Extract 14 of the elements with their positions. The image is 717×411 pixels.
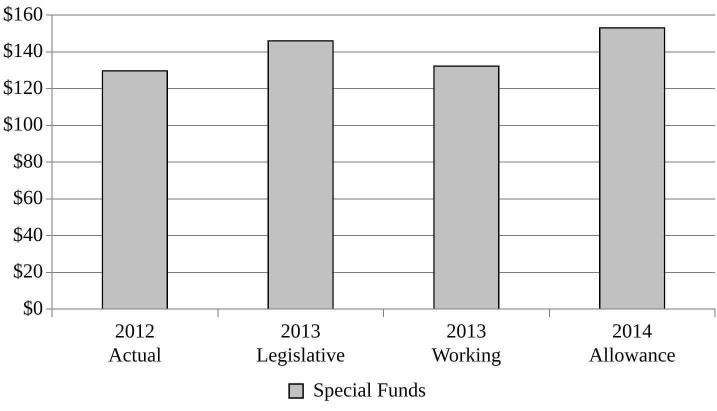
y-tick-label: $60: [13, 187, 43, 209]
y-tick-label: $160: [3, 3, 43, 26]
y-tick-label: $20: [13, 260, 43, 282]
y-tick-label: $0: [23, 297, 43, 320]
y-tick-label: $40: [13, 224, 43, 246]
x-tick-label: 2014 Allowance: [588, 320, 676, 366]
x-tick-label: 2013 Legislative: [256, 320, 346, 366]
x-tick-label: 2012 Actual: [108, 320, 162, 366]
x-tick-label: 2013 Working: [432, 320, 502, 366]
y-tick-label: $120: [3, 76, 43, 99]
y-tick-label: $140: [3, 40, 43, 62]
y-tick-label: $100: [3, 114, 43, 136]
legend-label: Special Funds: [313, 379, 426, 402]
y-tick-label: $80: [13, 150, 43, 172]
